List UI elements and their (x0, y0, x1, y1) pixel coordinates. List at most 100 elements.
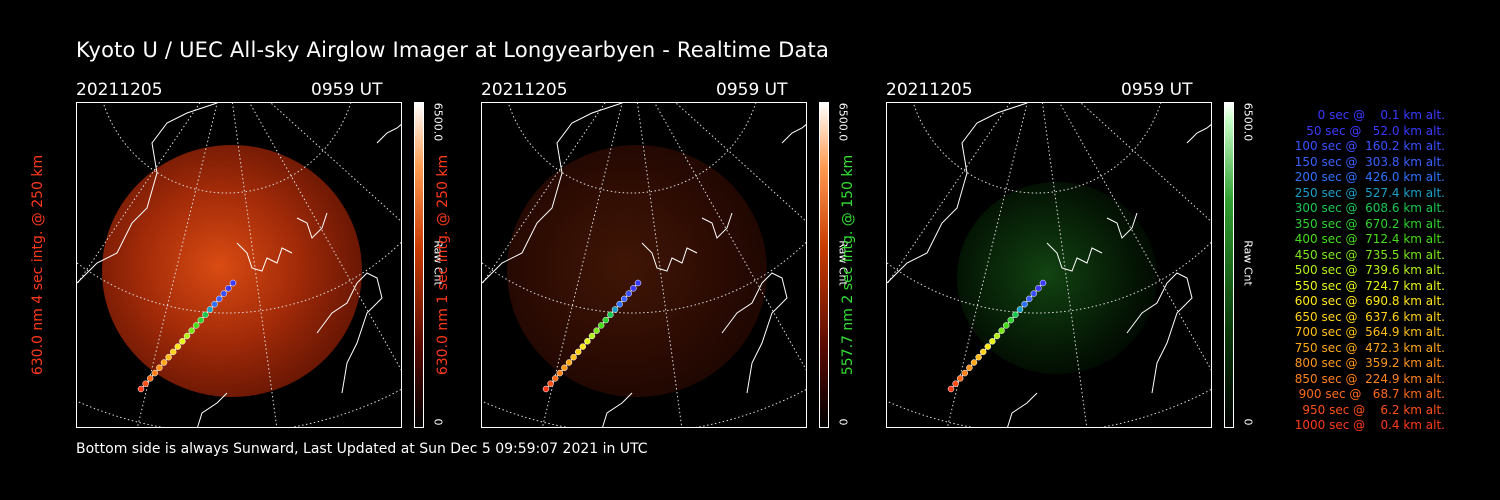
trajectory-marker (211, 300, 218, 308)
panel-date: 20211205 (886, 80, 973, 100)
longitude-line (636, 103, 683, 427)
trajectory-marker (1021, 300, 1028, 308)
trajectory-marker (179, 338, 186, 345)
trajectory-marker (192, 322, 200, 329)
legend-row: 850 sec @ 224.9 km alt. (1290, 371, 1445, 386)
trajectory-marker (561, 364, 568, 372)
trajectory-marker (183, 332, 191, 340)
trajectory-marker (197, 316, 205, 324)
trajectory-marker (137, 385, 145, 393)
latitude-line (482, 241, 806, 314)
trajectory-marker (169, 348, 177, 356)
panel-side-label: 630.0 nm 1 sec intg. @ 250 km (435, 154, 451, 376)
longitude-line (136, 103, 218, 427)
trajectory-marker (625, 290, 633, 297)
trajectory-marker (947, 385, 955, 393)
coastline (781, 124, 806, 144)
trajectory-marker (188, 327, 195, 334)
legend-row: 650 sec @ 637.6 km alt. (1290, 309, 1445, 324)
longitude-line (1059, 103, 1211, 371)
legend-row: 700 sec @ 564.9 km alt. (1290, 325, 1445, 339)
all-sky-image (886, 102, 1212, 428)
panel-time: 0959 UT (311, 80, 383, 100)
trajectory-marker (1016, 306, 1024, 313)
legend-row: 600 sec @ 690.8 km alt. (1290, 294, 1445, 308)
trajectory-marker (588, 332, 596, 340)
coastline (721, 272, 788, 394)
coastline (602, 392, 633, 427)
trajectory-marker (215, 295, 223, 303)
trajectory-marker (146, 375, 154, 382)
trajectory-marker (206, 306, 214, 313)
legend-row: 450 sec @ 735.5 km alt. (1290, 247, 1445, 262)
trajectory-marker (579, 343, 587, 350)
trajectory-marker (565, 359, 573, 366)
panel-time: 0959 UT (716, 80, 788, 100)
sky-disc (102, 145, 362, 397)
colorbar-min-label: 0 (431, 418, 445, 426)
longitude-line (1041, 103, 1088, 427)
coastline (701, 212, 733, 239)
coastline (1106, 212, 1138, 239)
panel-date: 20211205 (481, 80, 568, 100)
trajectory-marker (160, 359, 168, 366)
coastline (1007, 392, 1038, 427)
latitude-line (912, 103, 1162, 194)
image-panel-3: 20211205 0959 UT 557.7 nm 2 sec intg. @ … (840, 80, 1276, 430)
panel-side-label: 557.7 nm 2 sec intg. @ 150 km (840, 154, 856, 376)
colorbar-max-label: 6500.0 (431, 102, 445, 142)
trajectory-marker (547, 380, 554, 387)
colorbar-min-label: 0 (836, 418, 850, 426)
longitude-line (77, 103, 201, 285)
trajectory-marker (570, 353, 577, 361)
legend-row: 550 sec @ 724.7 km alt. (1290, 278, 1445, 293)
trajectory-marker (984, 343, 992, 350)
longitude-line (482, 103, 606, 285)
legend-row: 400 sec @ 712.4 km alt. (1290, 232, 1445, 246)
trajectory-marker (1039, 279, 1047, 287)
colorbar (819, 102, 829, 428)
legend-row: 950 sec @ 6.2 km alt. (1298, 402, 1445, 417)
trajectory-marker (993, 332, 1001, 340)
trajectory-marker (616, 300, 623, 308)
trajectory-marker (1002, 322, 1010, 329)
coastline (641, 242, 698, 272)
colorbar (414, 102, 424, 428)
trajectory-marker (956, 375, 964, 382)
legend-row: 50 sec @ 52.0 km alt. (1298, 123, 1445, 138)
trajectory-marker (602, 316, 610, 324)
coastline (316, 272, 383, 394)
trajectory-marker (961, 369, 969, 377)
image-panel-2: 20211205 0959 UT 630.0 nm 1 sec intg. @ … (435, 80, 871, 430)
panel-side-label: 630.0 nm 4 sec intg. @ 250 km (30, 154, 46, 376)
legend-row: 800 sec @ 359.2 km alt. (1290, 356, 1445, 370)
legend-row: 750 sec @ 472.3 km alt. (1290, 340, 1445, 355)
trajectory-marker (556, 369, 564, 377)
page-title: Kyoto U / UEC All-sky Airglow Imager at … (76, 38, 830, 62)
trajectory-marker (593, 327, 600, 334)
all-sky-map (77, 103, 401, 427)
coastline (376, 124, 401, 144)
trajectory-marker (630, 285, 637, 292)
legend-row: 900 sec @ 68.7 km alt. (1294, 387, 1445, 401)
all-sky-map (887, 103, 1211, 427)
colorbar (1224, 102, 1234, 428)
coastline (482, 103, 623, 284)
trajectory-marker (1030, 290, 1038, 297)
coastline (887, 103, 1028, 284)
trajectory-marker (998, 327, 1005, 334)
legend-row: 1000 sec @ 0.4 km alt. (1294, 418, 1445, 432)
all-sky-map (482, 103, 806, 427)
footer-note: Bottom side is always Sunward, Last Upda… (76, 441, 648, 457)
trajectory-marker (229, 279, 237, 287)
legend-row: 350 sec @ 670.2 km alt. (1290, 216, 1445, 231)
trajectory-marker (220, 290, 228, 297)
trajectory-marker (597, 322, 605, 329)
trajectory-marker (1007, 316, 1015, 324)
trajectory-marker (142, 380, 149, 387)
legend-row: 500 sec @ 739.6 km alt. (1290, 263, 1445, 277)
trajectory-marker (979, 348, 987, 356)
longitude-line (541, 103, 623, 427)
trajectory-marker (989, 338, 996, 345)
trajectory-marker (165, 353, 172, 361)
